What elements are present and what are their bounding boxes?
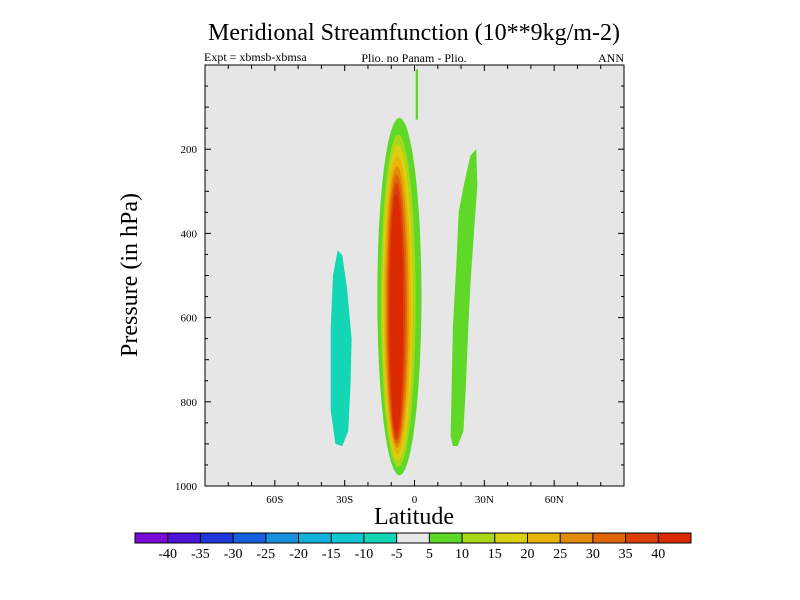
colorbar-label: 15 [488, 547, 502, 562]
contour-pos-20n [450, 149, 478, 446]
colorbar-label: 20 [520, 547, 534, 562]
contour-neg-30s [330, 250, 352, 446]
colorbar-swatch [265, 533, 299, 543]
colorbar-swatch [167, 533, 201, 543]
colorbar-label: 5 [426, 547, 433, 562]
x-tick-label: 30S [336, 494, 353, 506]
contour-40 [389, 193, 404, 434]
colorbar-label: 10 [455, 547, 469, 562]
contour-fills [330, 69, 478, 476]
colorbar-swatch [298, 533, 332, 543]
x-tick-label: 0 [412, 494, 418, 506]
y-tick-label: 600 [181, 313, 198, 325]
y-tick-label: 800 [181, 397, 198, 409]
colorbar-label: -35 [191, 547, 210, 562]
colorbar-label: -20 [289, 547, 308, 562]
colorbar-label: -40 [158, 547, 177, 562]
colorbar-swatch [494, 533, 528, 543]
colorbar-label: -10 [355, 547, 374, 562]
colorbar-swatch [592, 533, 626, 543]
chart-title: Meridional Streamfunction (10**9kg/m-2) [208, 20, 620, 46]
chart-subtitle-right: ANN [598, 51, 624, 65]
colorbar-label: -25 [256, 547, 275, 562]
y-axis-label: Pressure (in hPa) [117, 193, 143, 357]
colorbar-label: 25 [553, 547, 567, 562]
colorbar-label: 40 [651, 547, 665, 562]
colorbar-label: 30 [586, 547, 600, 562]
colorbar-swatch [658, 533, 692, 543]
colorbar: -40 -35 -30 -25 -20 -15 -10 -5 5 10 15 20 25 30 35 40 [134, 532, 692, 562]
colorbar-swatch [625, 533, 659, 543]
colorbar-swatch [363, 533, 398, 543]
x-axis-label: Latitude [374, 504, 454, 530]
colorbar-swatch [200, 533, 234, 543]
x-tick-label: 60S [266, 494, 283, 506]
x-tick-label: 30N [475, 494, 494, 506]
colorbar-swatch [233, 533, 267, 543]
colorbar-swatch [135, 533, 169, 543]
contour-pos-top-sliver [415, 69, 418, 120]
axis-ticks: 200 400 600 800 1000 60S 30S 0 30N 60N [175, 65, 625, 506]
colorbar-swatch [560, 533, 594, 543]
chart-subtitle-center: Plio. no Panam - Plio. [361, 51, 466, 65]
y-tick-label: 200 [181, 144, 198, 156]
colorbar-swatch [527, 533, 561, 543]
colorbar-swatch [331, 533, 365, 543]
colorbar-swatch [396, 533, 430, 543]
colorbar-swatch [429, 533, 463, 543]
x-tick-label: 60N [545, 494, 564, 506]
y-tick-label: 400 [181, 228, 198, 240]
chart-subtitle-left: Expt = xbmsb-xbmsa [204, 50, 307, 64]
colorbar-label: 35 [619, 547, 633, 562]
colorbar-label: -30 [224, 547, 243, 562]
colorbar-swatch [462, 533, 496, 543]
colorbar-label: -5 [391, 547, 403, 562]
y-tick-label: 1000 [175, 481, 198, 493]
colorbar-frame [134, 532, 692, 544]
colorbar-label: -15 [322, 547, 341, 562]
